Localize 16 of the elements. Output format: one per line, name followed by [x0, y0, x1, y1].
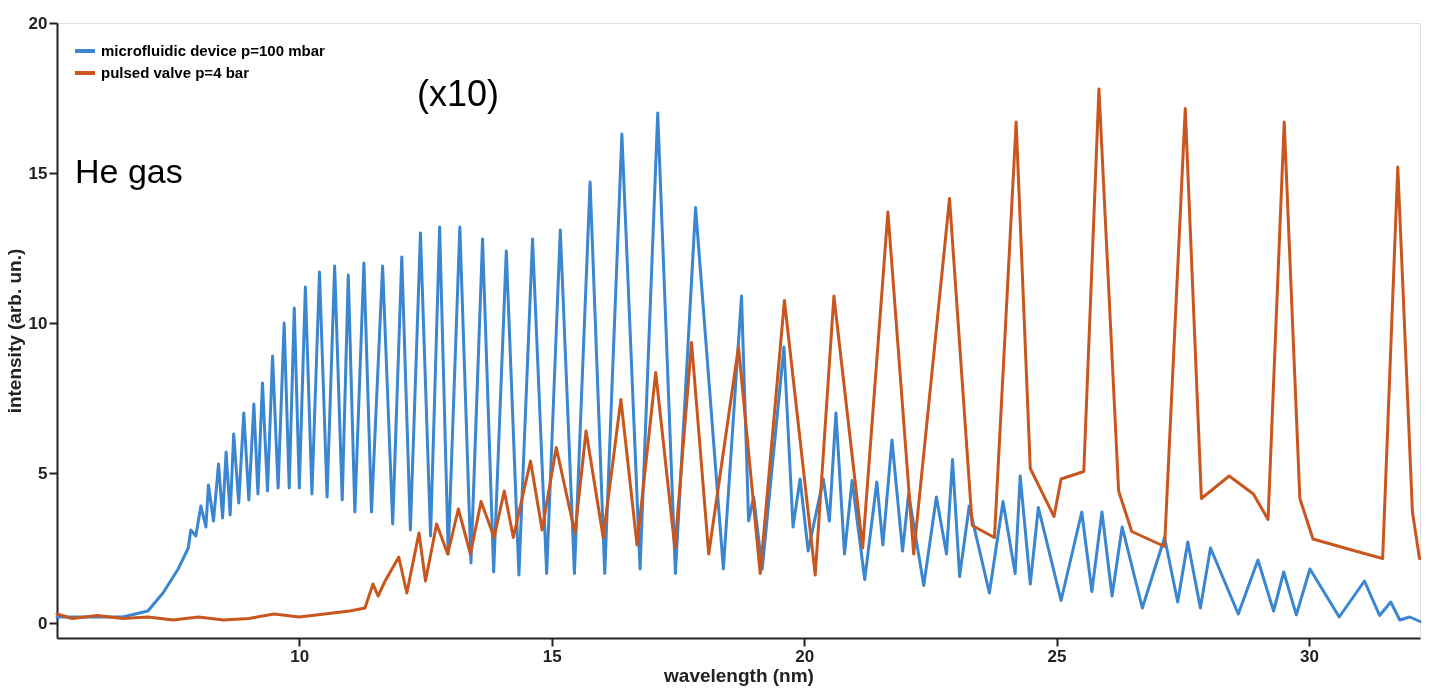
x-tick-label: 15	[542, 646, 562, 666]
x-tick-label: 10	[290, 646, 310, 666]
x-axis-title: wavelength (nm)	[663, 664, 814, 686]
x-tick-label: 25	[1047, 646, 1067, 666]
y-tick-label: 5	[38, 463, 48, 483]
annotation: He gas	[75, 152, 183, 190]
annotation: (x10)	[417, 73, 500, 114]
y-tick-label: 20	[28, 13, 48, 33]
y-tick-label: 15	[28, 163, 48, 183]
y-tick-label: 0	[38, 613, 48, 633]
x-tick-label: 20	[795, 646, 815, 666]
x-tick-label: 30	[1299, 646, 1319, 666]
y-tick-label: 10	[28, 313, 48, 333]
y-axis-title: intensity (arb. un.)	[3, 248, 25, 414]
legend-label: microfluidic device p=100 mbar	[101, 42, 326, 59]
legend-label: pulsed valve p=4 bar	[101, 64, 250, 81]
